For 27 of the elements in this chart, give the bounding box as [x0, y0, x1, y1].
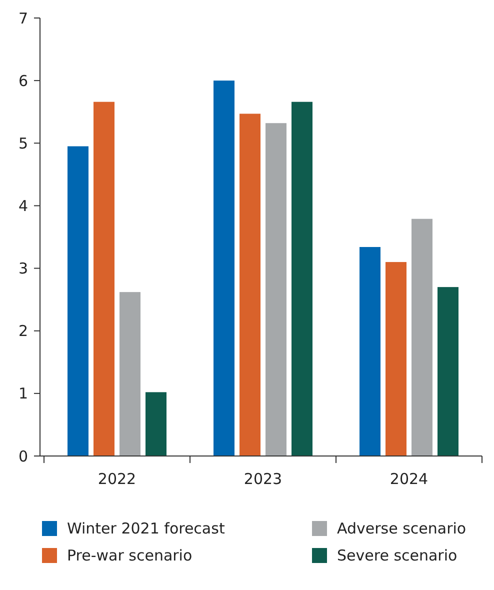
x-tick-label: 2022: [98, 470, 136, 488]
bar: [386, 262, 406, 456]
y-tick-label: 1: [18, 384, 28, 403]
bar: [412, 218, 432, 456]
x-tick-label: 2023: [244, 470, 282, 488]
y-tick-label: 7: [18, 9, 28, 28]
legend-label: Adverse scenario: [337, 519, 466, 538]
bar: [438, 287, 458, 456]
bar: [214, 80, 234, 456]
bar: [266, 123, 286, 456]
bar: [146, 392, 166, 456]
bar: [240, 114, 260, 456]
legend-label: Winter 2021 forecast: [67, 519, 225, 538]
legend-label: Pre-war scenario: [67, 546, 192, 564]
bar: [120, 292, 140, 456]
y-tick-label: 3: [18, 260, 28, 278]
bar: [292, 102, 312, 456]
legend-label: Severe scenario: [337, 546, 458, 564]
x-tick-label: 2024: [390, 470, 428, 488]
bar: [94, 102, 114, 456]
bar: [68, 146, 88, 456]
bar: [360, 247, 380, 456]
y-tick-label: 5: [18, 134, 28, 152]
y-tick-label: 6: [18, 72, 28, 90]
y-tick-label: 0: [18, 447, 28, 466]
y-tick-label: 2: [18, 322, 28, 340]
y-tick-label: 4: [18, 196, 28, 215]
